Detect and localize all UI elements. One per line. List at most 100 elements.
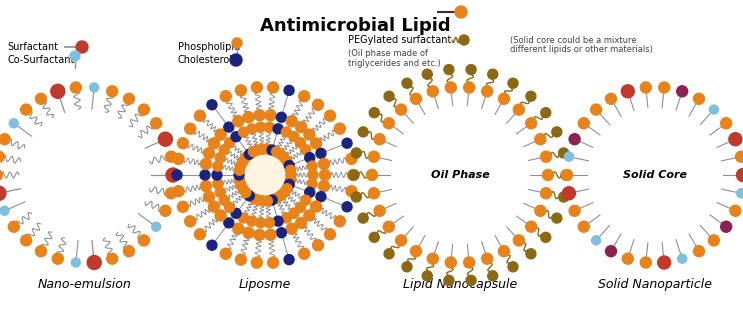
Circle shape — [233, 223, 244, 234]
Circle shape — [267, 257, 279, 268]
Text: Nano-emulsion: Nano-emulsion — [38, 278, 132, 291]
Circle shape — [535, 205, 546, 216]
Circle shape — [384, 249, 394, 259]
Circle shape — [313, 99, 323, 110]
Circle shape — [178, 201, 189, 212]
Circle shape — [358, 213, 369, 223]
Circle shape — [173, 153, 184, 164]
Circle shape — [267, 195, 277, 205]
Circle shape — [334, 216, 345, 227]
Circle shape — [230, 54, 242, 66]
Circle shape — [307, 179, 317, 189]
Circle shape — [286, 170, 296, 180]
Circle shape — [52, 253, 63, 264]
Circle shape — [395, 104, 406, 115]
Text: Phospholipid: Phospholipid — [178, 42, 240, 52]
Circle shape — [541, 108, 551, 118]
Circle shape — [204, 191, 215, 202]
Circle shape — [541, 151, 551, 162]
Circle shape — [70, 51, 80, 61]
Circle shape — [348, 169, 359, 180]
Circle shape — [565, 152, 574, 161]
Circle shape — [219, 145, 229, 155]
Circle shape — [710, 105, 718, 114]
Circle shape — [422, 69, 432, 79]
Circle shape — [107, 253, 117, 264]
Circle shape — [241, 187, 251, 197]
Circle shape — [76, 41, 88, 53]
Circle shape — [21, 104, 32, 115]
Circle shape — [383, 118, 395, 129]
Circle shape — [258, 144, 267, 154]
Circle shape — [276, 191, 285, 201]
Circle shape — [265, 229, 276, 240]
Circle shape — [466, 275, 476, 285]
Circle shape — [276, 149, 285, 159]
Circle shape — [138, 235, 149, 246]
Circle shape — [464, 257, 475, 268]
Circle shape — [90, 83, 99, 92]
Circle shape — [481, 253, 493, 264]
Circle shape — [239, 127, 249, 137]
Circle shape — [256, 122, 265, 132]
Circle shape — [304, 210, 315, 221]
Circle shape — [296, 122, 307, 133]
Circle shape — [499, 93, 510, 104]
Circle shape — [508, 262, 518, 272]
Circle shape — [552, 213, 562, 223]
Circle shape — [253, 195, 263, 205]
Circle shape — [402, 262, 412, 272]
Circle shape — [487, 271, 498, 281]
Circle shape — [342, 138, 352, 148]
Circle shape — [466, 65, 476, 74]
Circle shape — [204, 148, 215, 159]
Circle shape — [166, 168, 180, 182]
Circle shape — [455, 6, 467, 18]
Circle shape — [422, 271, 432, 281]
Circle shape — [238, 184, 248, 194]
Circle shape — [541, 188, 551, 199]
Circle shape — [427, 86, 438, 97]
Circle shape — [200, 170, 210, 180]
Circle shape — [410, 93, 421, 104]
Circle shape — [526, 221, 536, 232]
Circle shape — [319, 180, 329, 192]
Circle shape — [311, 201, 322, 212]
Circle shape — [273, 216, 283, 226]
Circle shape — [0, 206, 9, 215]
Circle shape — [374, 205, 385, 216]
Circle shape — [541, 232, 551, 242]
Circle shape — [265, 122, 274, 132]
Circle shape — [374, 134, 385, 145]
Circle shape — [349, 170, 359, 180]
Circle shape — [658, 256, 671, 269]
Circle shape — [508, 78, 518, 88]
Circle shape — [21, 235, 32, 246]
Text: Co-Surfactant: Co-Surfactant — [7, 55, 74, 65]
Circle shape — [561, 170, 571, 180]
Circle shape — [369, 108, 379, 118]
Circle shape — [166, 188, 177, 199]
Circle shape — [285, 179, 294, 189]
Circle shape — [513, 104, 525, 115]
Circle shape — [559, 192, 568, 202]
Circle shape — [267, 82, 279, 93]
Circle shape — [282, 213, 291, 223]
Circle shape — [248, 193, 259, 203]
Circle shape — [138, 104, 149, 115]
Circle shape — [209, 138, 219, 149]
Text: PEGylated surfactant: PEGylated surfactant — [348, 35, 452, 45]
Circle shape — [351, 148, 361, 158]
Circle shape — [623, 253, 633, 264]
Circle shape — [272, 147, 282, 157]
Circle shape — [285, 175, 296, 185]
Circle shape — [251, 257, 262, 268]
Circle shape — [308, 170, 318, 180]
Circle shape — [552, 127, 562, 137]
Circle shape — [207, 240, 217, 250]
Circle shape — [296, 138, 305, 148]
Circle shape — [316, 192, 326, 202]
Circle shape — [279, 152, 289, 162]
Circle shape — [215, 210, 226, 221]
Circle shape — [569, 205, 580, 216]
